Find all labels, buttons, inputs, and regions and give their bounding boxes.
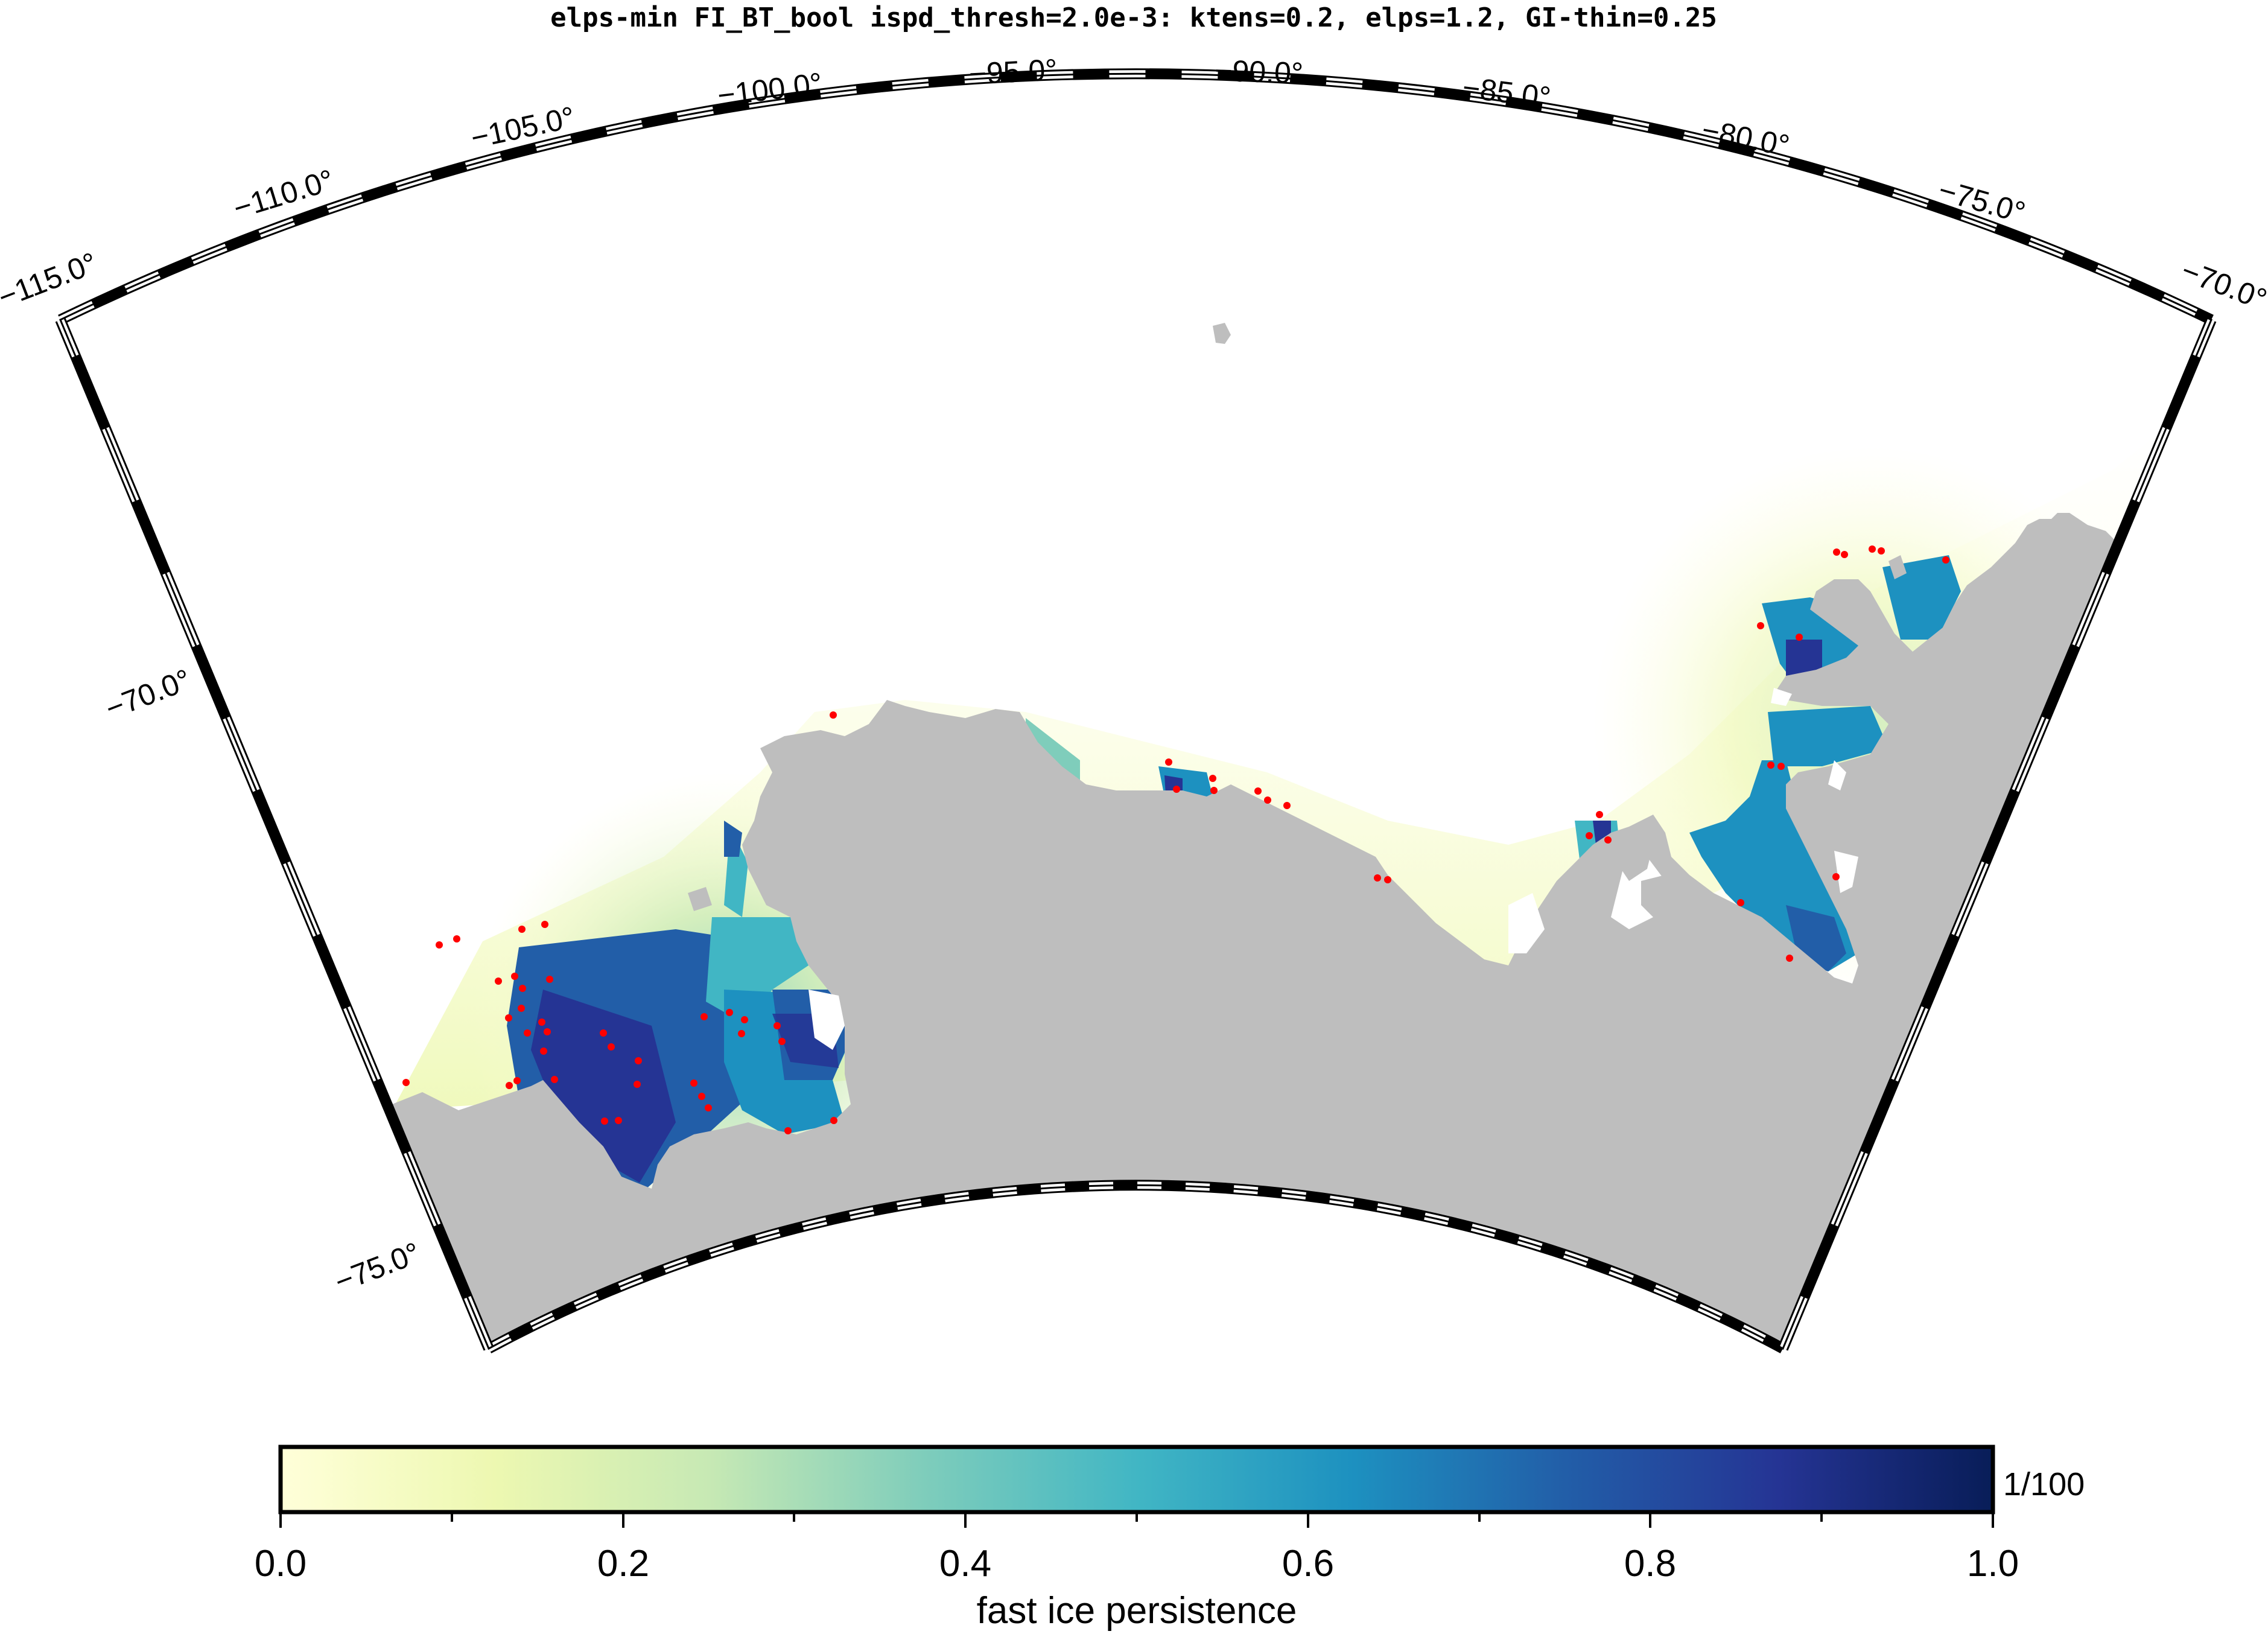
colorbar-tick-label: 1.0 <box>1967 1543 2019 1585</box>
lon-label-95: −95.0° <box>968 52 1058 91</box>
colorbar-tick-label: 0.2 <box>597 1543 649 1585</box>
colorbar-unit: 1/100 <box>2003 1466 2085 1502</box>
lon-label-90: −90.0° <box>1214 53 1303 90</box>
colorbar-tick-label: 0.8 <box>1624 1543 1676 1585</box>
colorbar-tick-label: 0.4 <box>939 1543 991 1585</box>
lat-label-75: −75.0° <box>330 1236 425 1299</box>
map-area <box>60 74 2211 1349</box>
islands <box>688 323 1907 917</box>
colorbar-axis-label: fast ice persistence <box>977 1590 1297 1632</box>
colorbar-tick-label: 0.6 <box>1282 1543 1334 1585</box>
map-frame <box>55 68 2217 1353</box>
colorbar: 0.0 0.2 0.4 0.6 0.8 1.0 1/100 fast ice p… <box>255 1445 2085 1632</box>
colorbar-ticks <box>279 1512 1994 1528</box>
lat-label-70: −70.0° <box>101 663 195 726</box>
colorbar-gradient <box>278 1445 1995 1515</box>
plot-title: elps-min FI_BT_bool ispd_thresh=2.0e-3: … <box>550 2 1717 33</box>
colorbar-tick-label: 0.0 <box>255 1543 307 1585</box>
grounded-iceberg-markers <box>402 545 1949 1134</box>
open-water-gaps <box>808 688 1858 1050</box>
